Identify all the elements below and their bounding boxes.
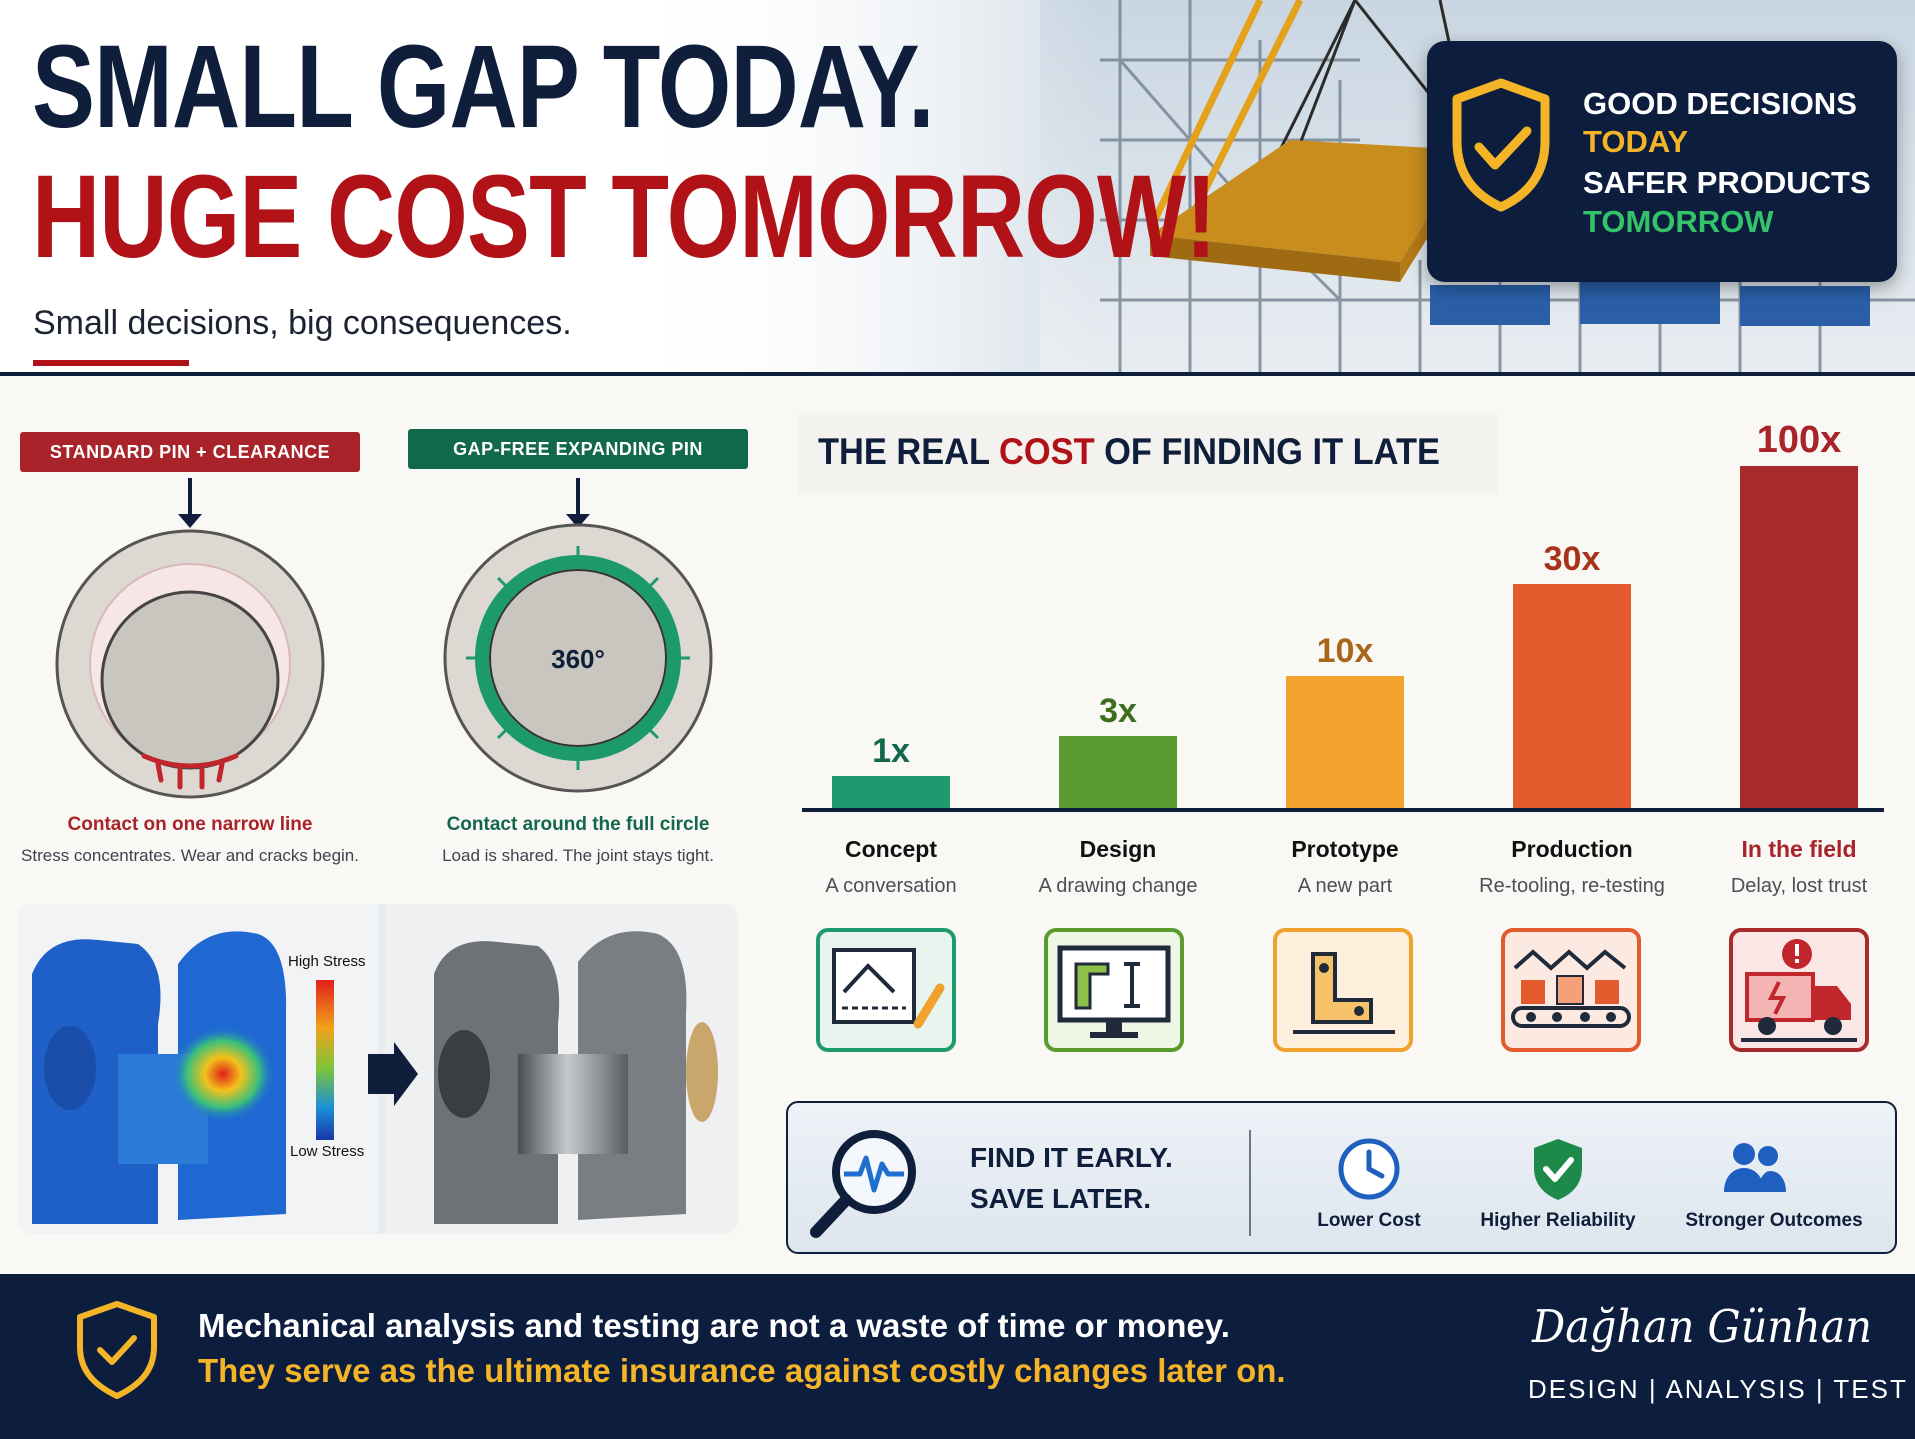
pin-body <box>100 590 280 770</box>
cost-bar-in-the-field <box>1740 466 1858 808</box>
standard-pin-tag: STANDARD PIN + CLEARANCE <box>20 432 360 472</box>
hero-divider <box>0 372 1915 376</box>
benefit-higher-reliability: Higher Reliability <box>1480 1210 1636 1231</box>
cost-bar-concept <box>832 776 950 808</box>
stage-name: Prototype <box>1291 836 1399 862</box>
shield-check-icon <box>1452 78 1550 212</box>
stage-description: Re-tooling, re-testing <box>1479 875 1665 897</box>
find-it-early-text: FIND IT EARLY. <box>970 1142 1173 1173</box>
pin-body <box>489 569 667 747</box>
headline-huge-cost: HUGE COST TOMORROW! <box>32 151 1217 283</box>
early-divider <box>1249 1130 1251 1236</box>
benefit-lower-cost: Lower Cost <box>1317 1210 1421 1231</box>
footer-insurance-statement: They serve as the ultimate insurance aga… <box>198 1352 1286 1389</box>
badge-line-today: TODAY <box>1583 124 1689 159</box>
expanding-pin-description: Load is shared. The joint stays tight. <box>442 846 714 865</box>
stage-name: Production <box>1511 836 1633 862</box>
subheadline-underline <box>33 360 189 366</box>
chart-title-part1: THE REAL <box>818 431 1000 472</box>
magnifier-pulse-icon <box>810 1130 916 1238</box>
benefit-stronger-outcomes: Stronger Outcomes <box>1685 1210 1863 1231</box>
fea-comparison-render: High Stress Low Stress <box>18 904 738 1234</box>
expanding-pin-diagram: 360° <box>443 478 713 793</box>
multiplier-label: 1x <box>872 732 910 770</box>
save-later-text: SAVE LATER. <box>970 1183 1151 1214</box>
multiplier-label: 3x <box>1099 692 1137 730</box>
contact-ticks <box>466 546 690 770</box>
expanding-pin-tag: GAP-FREE EXPANDING PIN <box>408 429 748 469</box>
author-signature: Dağhan Günhan <box>1532 1300 1872 1353</box>
stage-name: Concept <box>845 836 937 862</box>
contact-stress-marker <box>141 753 239 790</box>
cost-bar-design <box>1059 736 1177 808</box>
concept-sketch-icon <box>816 928 956 1052</box>
right-arrow-icon <box>368 1042 418 1106</box>
good-decisions-badge: GOOD DECISIONS TODAY SAFER PRODUCTS TOMO… <box>1427 41 1897 282</box>
cost-bar-prototype <box>1286 676 1404 808</box>
standard-pin-caption: Contact on one narrow line <box>67 814 313 835</box>
stage-description: Delay, lost trust <box>1730 875 1868 897</box>
multiplier-label: 100x <box>1757 419 1842 461</box>
clock-icon <box>1338 1138 1400 1200</box>
standard-pin-description: Stress concentrates. Wear and cracks beg… <box>21 846 359 865</box>
high-stress-label: High Stress <box>288 953 366 970</box>
shield-check-icon <box>77 1301 157 1399</box>
cad-monitor-icon <box>1044 928 1184 1052</box>
hero-fade-overlay <box>0 0 1100 376</box>
footer-bar <box>0 1274 1915 1439</box>
cost-multiplier-chart: 1x 3x 10x 30x 100x <box>802 419 1884 812</box>
stage-description: A new part <box>1297 875 1393 897</box>
subheadline: Small decisions, big consequences. <box>33 304 572 342</box>
badge-line-safer-products: SAFER PRODUCTS <box>1583 165 1871 200</box>
load-arrow-icon <box>566 478 590 528</box>
bracket-part-icon <box>1273 928 1413 1052</box>
truck-alert-icon <box>1729 928 1869 1052</box>
stage-description: A drawing change <box>1038 875 1198 897</box>
author-tagline: DESIGN | ANALYSIS | TEST <box>1528 1374 1908 1404</box>
shield-check-icon <box>1534 1139 1582 1200</box>
stage-name: In the field <box>1741 836 1857 862</box>
stage-name: Design <box>1079 836 1157 862</box>
badge-line-tomorrow: TOMORROW <box>1583 204 1774 239</box>
footer-statement: Mechanical analysis and testing are not … <box>198 1307 1230 1344</box>
hero-banner: SMALL GAP TODAY. HUGE COST TOMORROW! Sma… <box>0 0 1915 376</box>
people-icon <box>1724 1143 1786 1192</box>
cost-bar-production <box>1513 584 1631 808</box>
headline-small-gap: SMALL GAP TODAY. <box>32 21 935 153</box>
conveyor-line-icon <box>1501 928 1641 1052</box>
expanding-pin-caption: Contact around the full circle <box>446 814 710 835</box>
chart-title-backdrop <box>798 413 1498 493</box>
chart-title: THE REAL COST OF FINDING IT LATE <box>818 431 1440 473</box>
stress-color-scale <box>316 980 334 1140</box>
standard-pin-diagram <box>55 478 325 799</box>
chart-title-accent: COST <box>999 431 1095 472</box>
badge-line-good-decisions: GOOD DECISIONS <box>1583 86 1857 121</box>
stage-description: A conversation <box>825 875 957 897</box>
load-arrow-icon <box>178 478 202 528</box>
low-stress-label: Low Stress <box>290 1143 364 1160</box>
multiplier-label: 30x <box>1544 540 1601 578</box>
full-circle-label: 360° <box>551 644 605 674</box>
chart-title-part2: OF FINDING IT LATE <box>1094 431 1440 472</box>
multiplier-label: 10x <box>1317 632 1374 670</box>
fea-simulation-panel: High Stress Low Stress <box>18 904 738 1234</box>
